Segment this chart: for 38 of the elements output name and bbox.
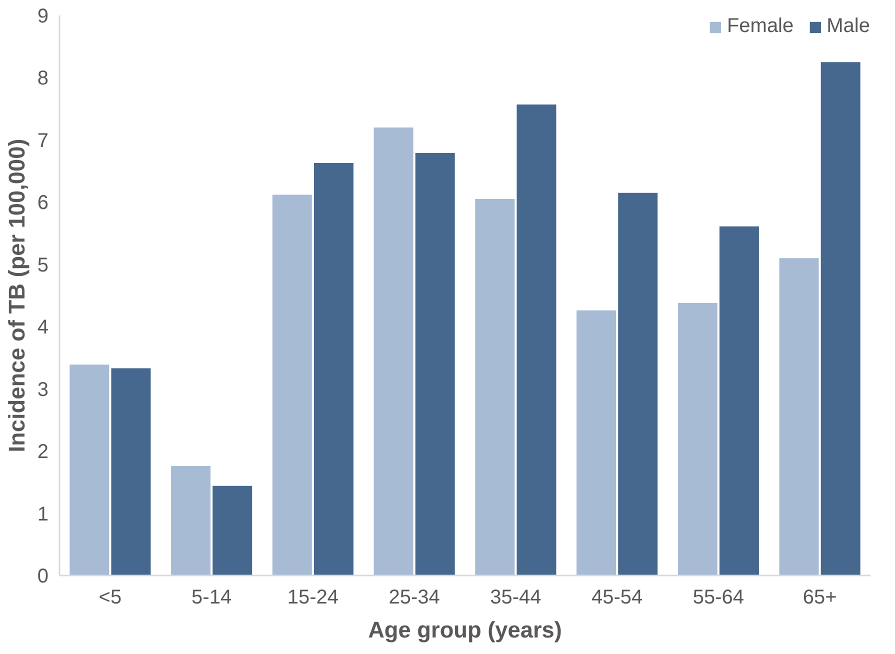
bar <box>374 128 414 576</box>
x-tick-label: 25-34 <box>388 586 440 608</box>
y-tick-label: 4 <box>37 316 48 339</box>
x-tick-label: 45-54 <box>591 586 643 608</box>
y-tick-label: 5 <box>37 254 48 276</box>
bar <box>111 368 151 576</box>
bar <box>516 104 556 576</box>
bar <box>779 258 819 576</box>
x-tick-label: 65+ <box>802 586 837 608</box>
bar <box>70 364 110 576</box>
bar <box>576 310 616 576</box>
x-tick-label: 35-44 <box>490 586 542 608</box>
x-tick-label: 55-64 <box>692 586 744 608</box>
y-tick-label: 1 <box>37 503 48 526</box>
bar <box>618 192 658 576</box>
x-tick-label: 5-14 <box>192 586 232 608</box>
y-tick-label: 3 <box>37 378 48 401</box>
x-tick-label: 15-24 <box>287 586 339 608</box>
x-tick-label: <5 <box>98 586 122 608</box>
bar <box>272 194 312 576</box>
bar <box>171 466 211 576</box>
bar <box>314 162 354 576</box>
y-axis-title: Incidence of TB (per 100,000) <box>3 138 30 452</box>
bar <box>415 153 455 576</box>
y-tick-label: 9 <box>37 6 48 28</box>
bar <box>475 199 515 576</box>
legend-label: Male <box>826 15 870 38</box>
y-tick-label: 7 <box>37 130 48 152</box>
y-tick-label: 2 <box>37 441 48 464</box>
y-tick-label: 8 <box>37 68 48 90</box>
bar <box>212 486 252 576</box>
bar <box>719 226 759 576</box>
legend-label: Female <box>726 15 794 38</box>
bar <box>678 302 718 576</box>
y-tick-label: 0 <box>37 566 48 588</box>
bar <box>820 62 860 576</box>
y-tick-label: 6 <box>37 192 48 214</box>
x-axis-title: Age group (years) <box>368 616 562 642</box>
